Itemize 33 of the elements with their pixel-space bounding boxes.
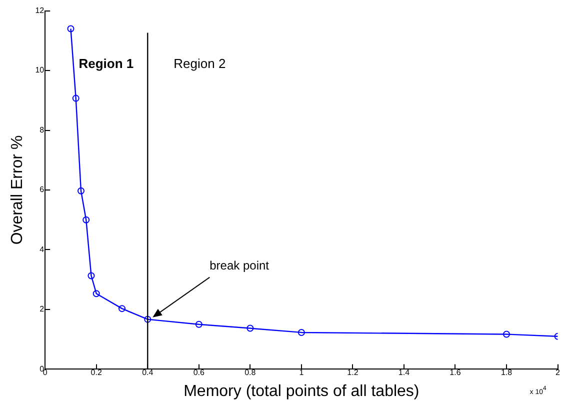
annotation: break point — [210, 258, 270, 272]
x-tick-label: 0.6 — [193, 368, 206, 378]
x-tick-label: 1.8 — [500, 368, 513, 378]
x-tick-label: 1 — [299, 368, 304, 378]
point — [88, 272, 95, 280]
point — [92, 290, 100, 298]
point — [118, 305, 126, 312]
point — [195, 320, 202, 328]
point — [82, 216, 90, 224]
annotation: Region 2 — [174, 56, 226, 71]
x-tick-label: 1.2 — [347, 368, 359, 378]
point — [246, 324, 254, 332]
x-tick-label: 1.4 — [398, 368, 410, 378]
point — [298, 328, 305, 336]
point — [144, 316, 152, 323]
y-tick-label: 8 — [40, 125, 45, 134]
y-tick-label: 4 — [40, 244, 45, 254]
x-tick-label: 2 — [556, 368, 561, 378]
point — [77, 187, 84, 194]
y-tick-label: 12 — [35, 6, 45, 16]
y-tick-label: 2 — [40, 304, 45, 314]
point — [67, 25, 74, 32]
y-axis-title: Overall Error % — [9, 135, 26, 245]
annotation: Region 1 — [78, 56, 134, 71]
y-tick-label: 10 — [35, 66, 45, 75]
point — [72, 94, 80, 102]
x-tick-label: 1.6 — [450, 368, 462, 378]
x-tick-label: 0.2 — [90, 368, 102, 378]
point — [503, 330, 510, 338]
x-axis-title: Memory (total points of all tables) — [184, 382, 420, 400]
x-tick-label: 0.8 — [244, 368, 256, 378]
x-tick-label: 0.4 — [142, 368, 154, 378]
y-tick-label: 6 — [40, 185, 45, 194]
